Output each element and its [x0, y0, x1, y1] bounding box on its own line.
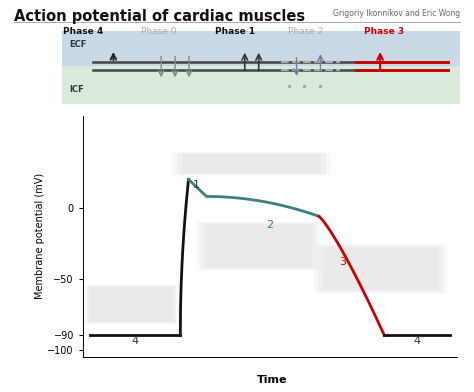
FancyBboxPatch shape: [182, 154, 321, 174]
Text: Phase 2: Phase 2: [288, 27, 323, 36]
FancyBboxPatch shape: [323, 247, 439, 290]
Bar: [62, 31, 460, 66]
FancyBboxPatch shape: [197, 221, 321, 270]
Text: 3: 3: [339, 256, 346, 267]
Y-axis label: Membrane potential (mV): Membrane potential (mV): [35, 173, 45, 299]
Text: 2: 2: [266, 220, 273, 230]
Text: Phase 3: Phase 3: [364, 27, 404, 36]
Text: 4: 4: [414, 336, 421, 346]
Text: ECF: ECF: [69, 40, 86, 49]
FancyBboxPatch shape: [87, 286, 176, 323]
FancyBboxPatch shape: [201, 223, 318, 269]
FancyBboxPatch shape: [314, 244, 447, 293]
Text: Action potential of cardiac muscles: Action potential of cardiac muscles: [14, 9, 305, 24]
FancyBboxPatch shape: [84, 285, 179, 324]
Text: Grigoriy Ikonnikov and Eric Wong: Grigoriy Ikonnikov and Eric Wong: [333, 9, 460, 18]
FancyBboxPatch shape: [205, 225, 313, 267]
Text: 1: 1: [193, 180, 200, 190]
Text: Phase 0: Phase 0: [141, 27, 176, 36]
Text: ICF: ICF: [69, 85, 83, 94]
Text: 4: 4: [132, 336, 139, 346]
Text: Time: Time: [257, 376, 288, 385]
FancyBboxPatch shape: [91, 287, 173, 321]
FancyBboxPatch shape: [177, 153, 326, 175]
Text: Phase 4: Phase 4: [63, 27, 103, 36]
Text: Phase 1: Phase 1: [215, 27, 255, 36]
FancyBboxPatch shape: [318, 246, 443, 292]
FancyBboxPatch shape: [172, 152, 331, 175]
Bar: [62, 66, 460, 104]
